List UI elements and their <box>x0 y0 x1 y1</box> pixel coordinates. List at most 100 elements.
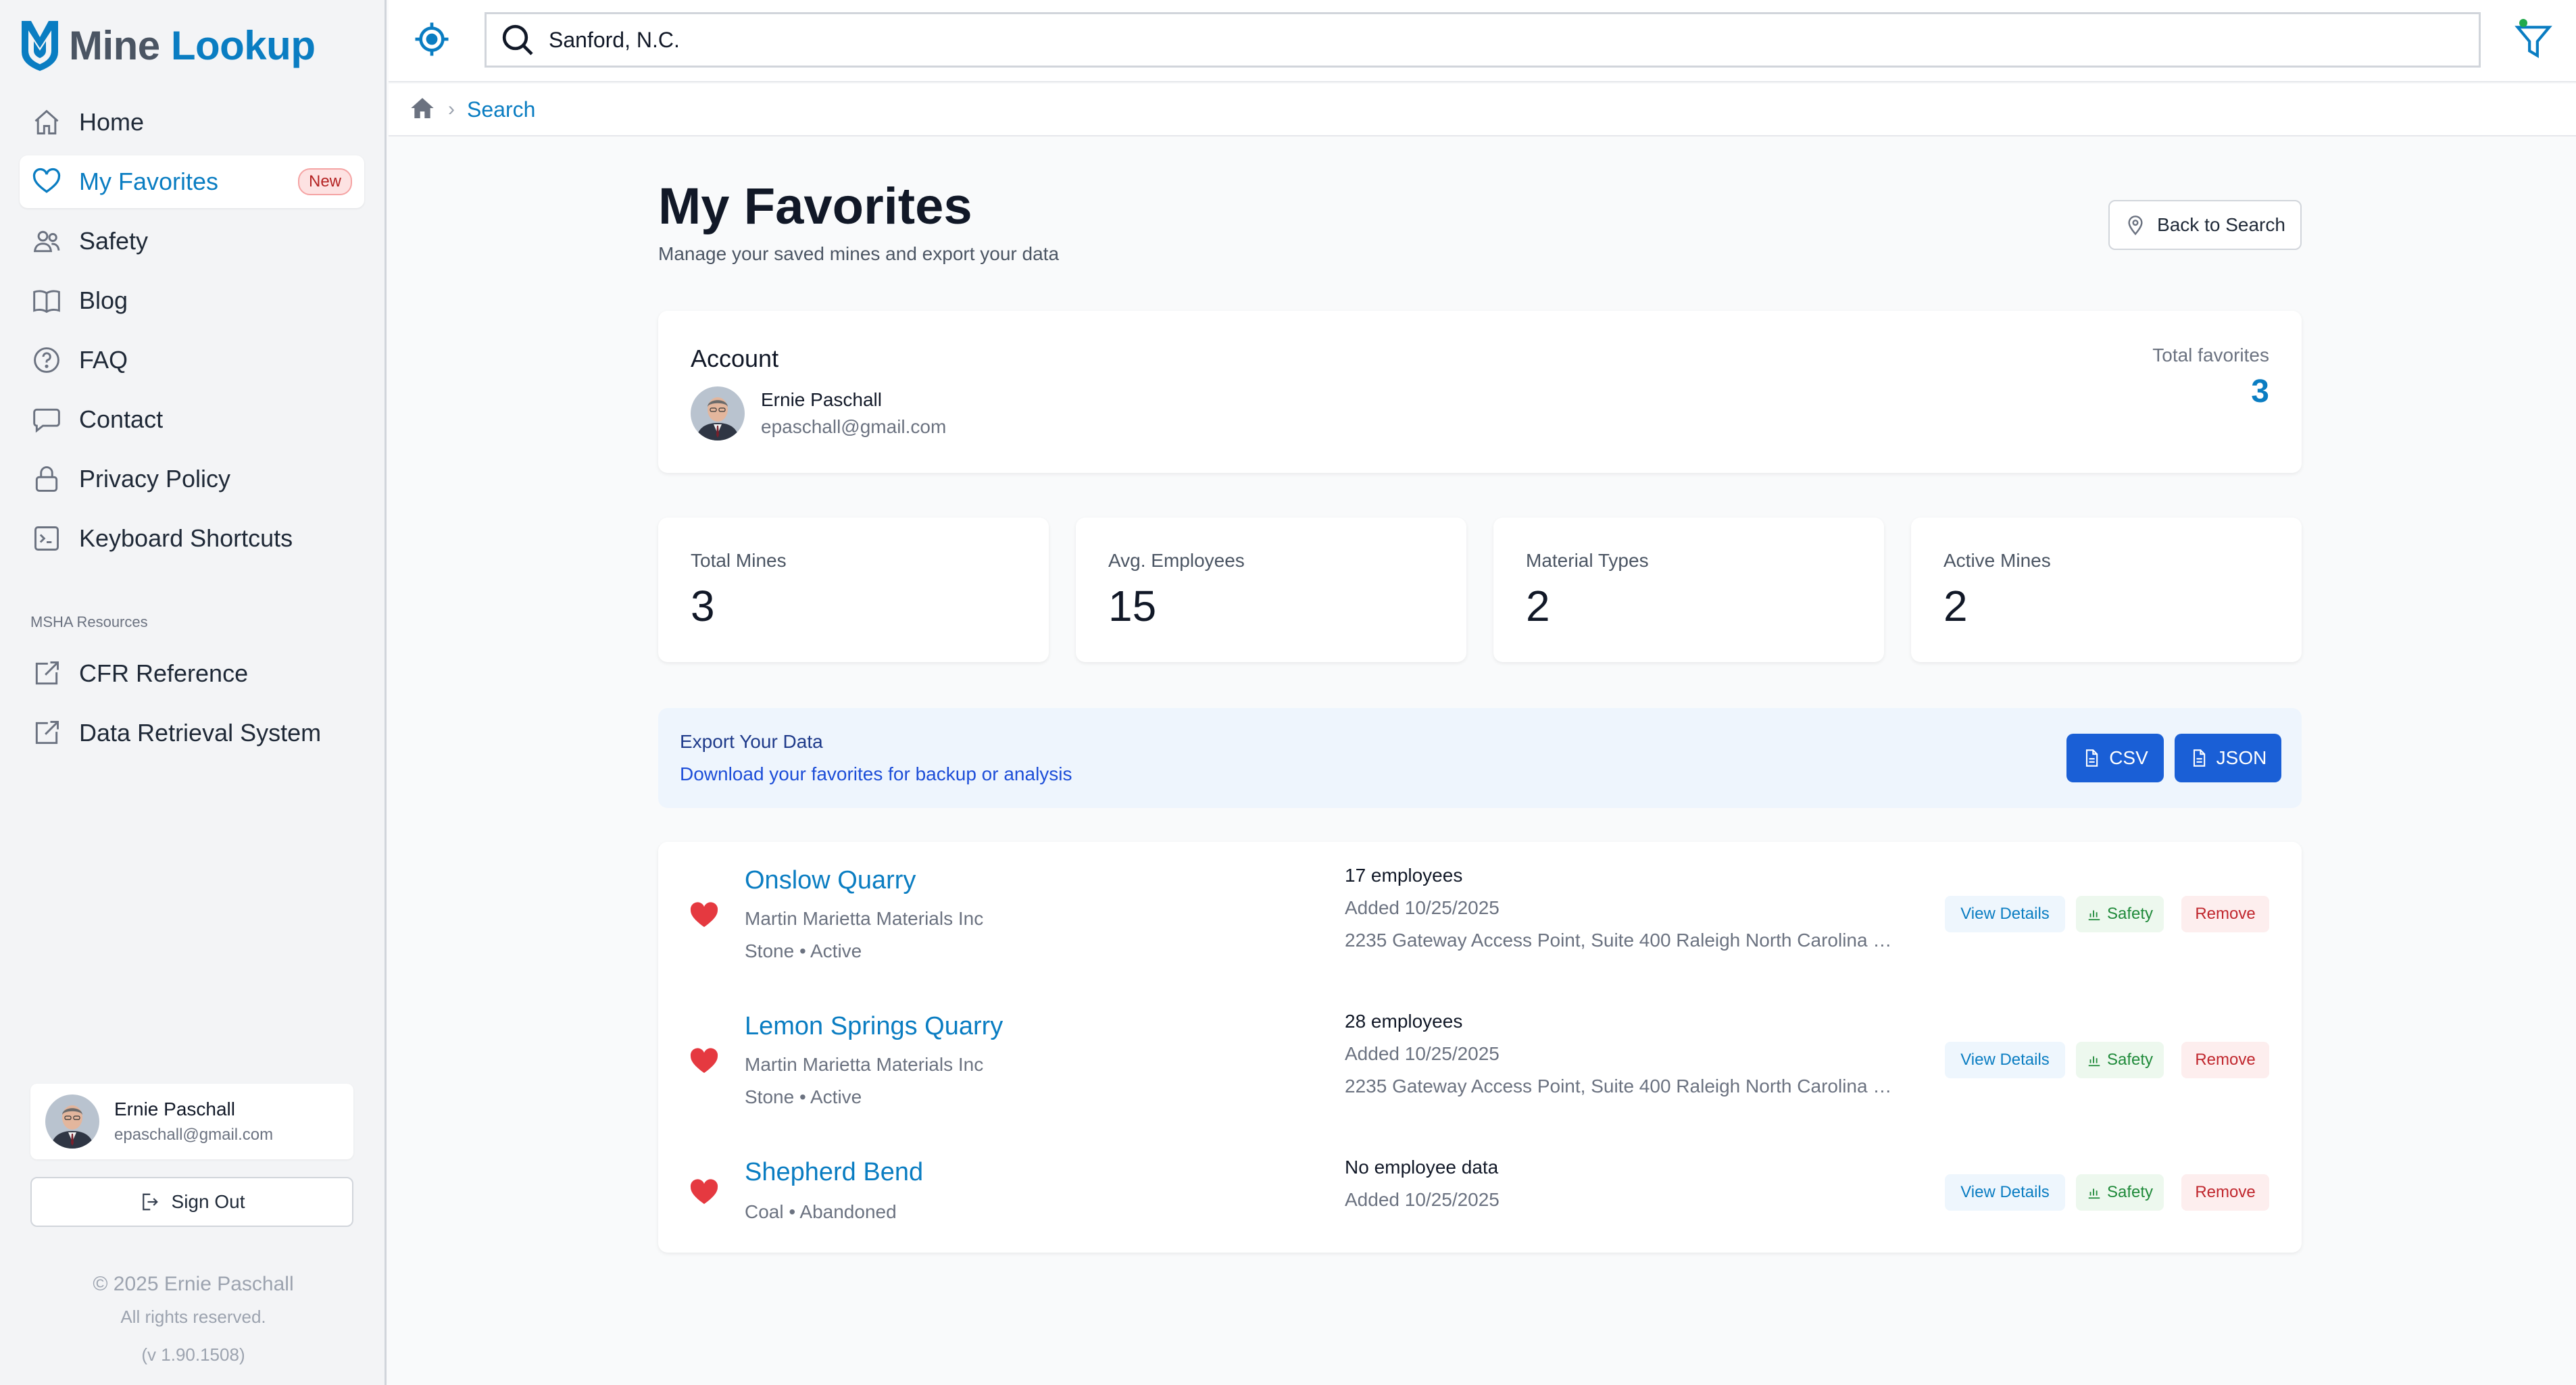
logo-mine-text: Mine <box>69 22 160 68</box>
mine-added-date: Added 10/25/2025 <box>1345 1043 1500 1064</box>
sidebar-nav: Home My Favorites New Safety Blog FAQ <box>20 96 364 572</box>
sign-out-button[interactable]: Sign Out <box>30 1177 353 1227</box>
book-icon <box>32 286 61 316</box>
breadcrumb-search-link[interactable]: Search <box>467 97 536 122</box>
sidebar-item-label: Safety <box>79 227 149 255</box>
heart-filled-icon[interactable] <box>689 1047 719 1074</box>
sidebar-item-label: CFR Reference <box>79 659 249 687</box>
back-to-search-button[interactable]: Back to Search <box>2108 200 2302 250</box>
heart-filled-icon[interactable] <box>689 1178 719 1205</box>
message-icon <box>32 405 61 434</box>
sidebar-item-keyboard-shortcuts[interactable]: Keyboard Shortcuts <box>20 512 364 565</box>
stat-label: Total Mines <box>691 550 787 571</box>
safety-button[interactable]: Safety <box>2076 896 2164 932</box>
chevron-right-icon: › <box>448 98 455 120</box>
stat-card-total-mines: Total Mines 3 <box>658 518 1049 662</box>
locate-me-icon[interactable] <box>413 20 451 58</box>
export-subtitle: Download your favorites for backup or an… <box>680 763 1072 784</box>
mine-employees: 28 employees <box>1345 1011 1463 1032</box>
stat-value: 2 <box>1943 582 1968 630</box>
breadcrumb: › Search <box>389 84 2576 136</box>
sidebar-item-faq[interactable]: FAQ <box>20 334 364 386</box>
page-subtitle: Manage your saved mines and export your … <box>658 243 1060 264</box>
filter-icon[interactable] <box>2515 19 2552 61</box>
sidebar-item-contact[interactable]: Contact <box>20 393 364 446</box>
account-label: Account <box>691 345 779 372</box>
help-circle-icon <box>32 345 61 375</box>
sidebar-item-label: My Favorites <box>79 168 219 195</box>
view-details-button[interactable]: View Details <box>1945 1174 2065 1211</box>
json-label: JSON <box>2216 747 2267 768</box>
avatar <box>691 386 745 440</box>
mine-name-link[interactable]: Lemon Springs Quarry <box>745 1012 1004 1040</box>
sidebar: Mine Lookup Home My Favorites New Safety <box>0 0 387 1385</box>
resources-nav: CFR Reference Data Retrieval System <box>20 647 364 766</box>
view-details-button[interactable]: View Details <box>1945 896 2065 932</box>
app-title: Mine Lookup <box>69 22 316 69</box>
remove-button[interactable]: Remove <box>2181 1042 2269 1078</box>
user-card[interactable]: Ernie Paschall epaschall@gmail.com <box>30 1084 353 1159</box>
file-icon <box>2086 749 2098 767</box>
sidebar-item-safety[interactable]: Safety <box>20 215 364 268</box>
mine-name-link[interactable]: Shepherd Bend <box>745 1158 924 1186</box>
stat-value: 3 <box>691 582 715 630</box>
mine-type-status: Stone • Active <box>745 940 862 961</box>
mine-employees: No employee data <box>1345 1157 1499 1178</box>
stat-card-active-mines: Active Mines 2 <box>1911 518 2302 662</box>
safety-label: Safety <box>2106 905 2154 923</box>
lock-icon <box>32 464 61 494</box>
view-details-button[interactable]: View Details <box>1945 1042 2065 1078</box>
msha-resources-label: MSHA Resources <box>30 613 148 630</box>
search-icon <box>502 24 533 55</box>
mine-name-link[interactable]: Onslow Quarry <box>745 866 916 895</box>
avatar <box>45 1094 99 1149</box>
mine-added-date: Added 10/25/2025 <box>1345 897 1500 918</box>
mine-address: 2235 Gateway Access Point, Suite 400 Ral… <box>1345 1076 1899 1097</box>
sidebar-item-privacy-policy[interactable]: Privacy Policy <box>20 453 364 505</box>
bar-chart-icon <box>2088 910 2100 921</box>
remove-button[interactable]: Remove <box>2181 1174 2269 1211</box>
stat-label: Material Types <box>1526 550 1649 571</box>
safety-label: Safety <box>2106 1051 2154 1069</box>
user-card-text: Ernie Paschall epaschall@gmail.com <box>114 1099 273 1144</box>
safety-button[interactable]: Safety <box>2076 1042 2164 1078</box>
logo-lookup-text: Lookup <box>170 22 316 68</box>
breadcrumb-home[interactable] <box>409 95 436 125</box>
map-pin-icon <box>2128 216 2143 236</box>
sidebar-item-blog[interactable]: Blog <box>20 274 364 327</box>
user-name: Ernie Paschall <box>114 1099 235 1119</box>
sidebar-item-data-retrieval-system[interactable]: Data Retrieval System <box>20 707 364 759</box>
page-title: My Favorites <box>658 178 972 235</box>
heart-icon <box>32 167 61 197</box>
total-favorites-value: 3 <box>2251 374 2269 409</box>
account-email: epaschall@gmail.com <box>761 416 947 437</box>
sidebar-item-cfr-reference[interactable]: CFR Reference <box>20 647 364 700</box>
export-csv-button[interactable]: CSV <box>2066 734 2164 782</box>
remove-button[interactable]: Remove <box>2181 896 2269 932</box>
mine-address: 2235 Gateway Access Point, Suite 400 Ral… <box>1345 930 1899 951</box>
sidebar-item-home[interactable]: Home <box>20 96 364 149</box>
bar-chart-icon <box>2088 1056 2100 1067</box>
heart-filled-icon[interactable] <box>689 901 719 928</box>
sidebar-item-label: Data Retrieval System <box>79 719 322 747</box>
app-logo[interactable]: Mine Lookup <box>18 15 316 76</box>
users-icon <box>32 226 61 256</box>
export-json-button[interactable]: JSON <box>2175 734 2281 782</box>
total-favorites-label: Total favorites <box>2152 345 2269 366</box>
sidebar-item-label: Blog <box>79 286 128 314</box>
export-title: Export Your Data <box>680 731 823 752</box>
top-bar <box>389 0 2576 82</box>
sidebar-item-my-favorites[interactable]: My Favorites New <box>20 155 364 208</box>
mine-added-date: Added 10/25/2025 <box>1345 1189 1500 1210</box>
search-input[interactable] <box>549 27 2441 53</box>
file-icon <box>2193 749 2205 767</box>
new-badge: New <box>297 168 352 195</box>
export-panel: Export Your Data Download your favorites… <box>658 708 2302 808</box>
search-box[interactable] <box>485 12 2481 68</box>
sign-out-label: Sign Out <box>171 1191 245 1212</box>
bar-chart-icon <box>2088 1188 2100 1199</box>
safety-button[interactable]: Safety <box>2076 1174 2164 1211</box>
home-icon <box>32 107 61 137</box>
user-email: epaschall@gmail.com <box>114 1126 274 1144</box>
sidebar-item-label: FAQ <box>79 346 128 374</box>
